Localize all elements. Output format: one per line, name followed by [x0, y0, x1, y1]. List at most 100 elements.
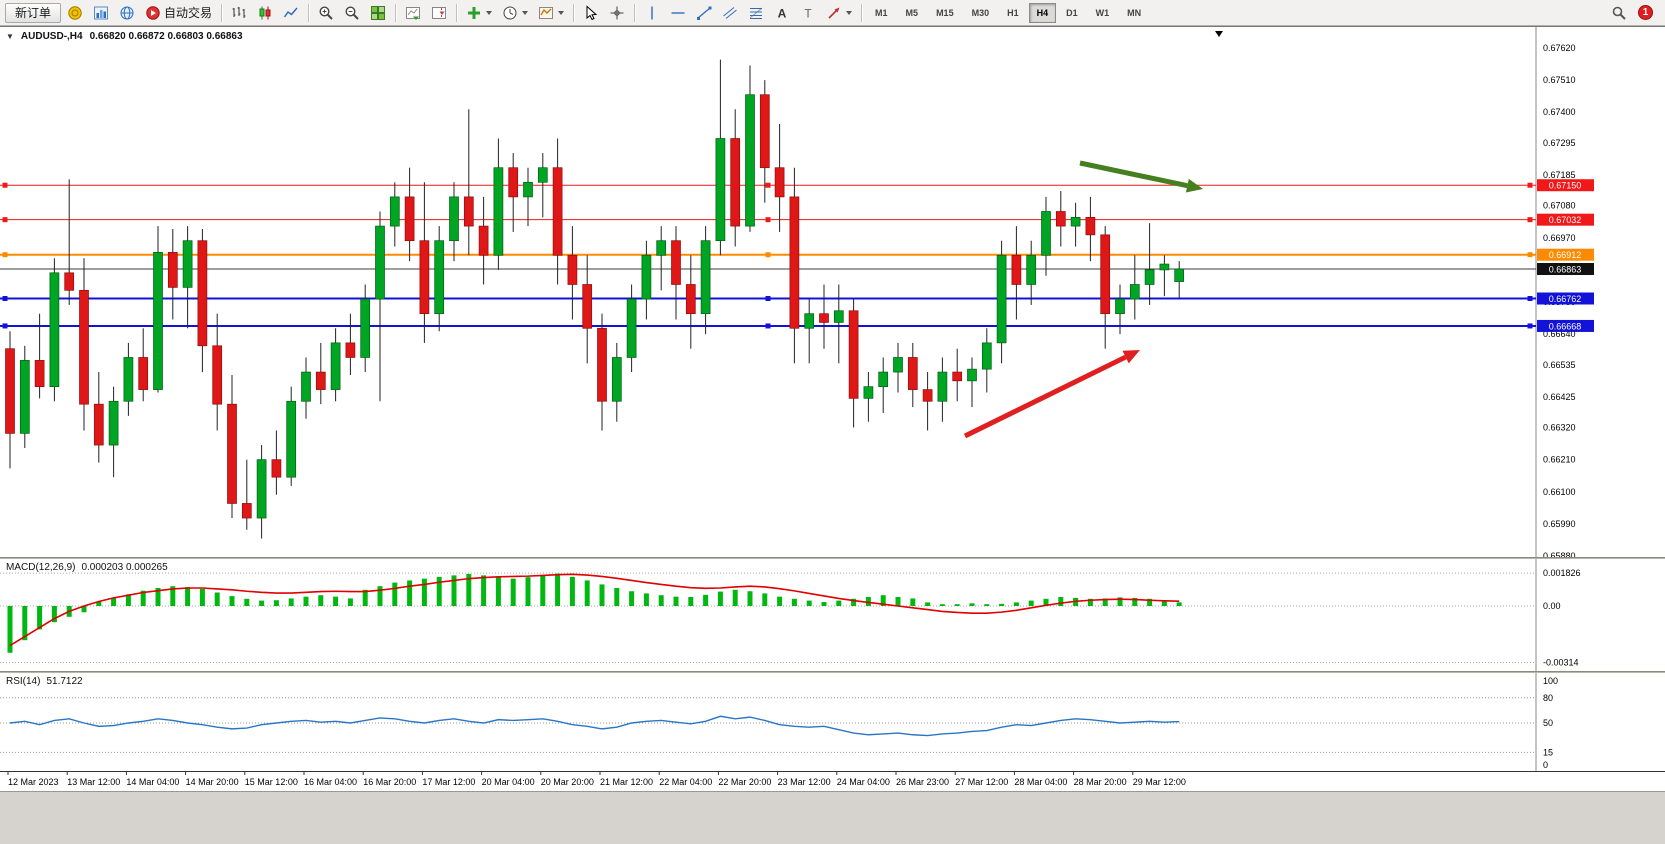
price-chart[interactable]: 0.67620 0.67510 0.67400 0.67295 0.67185 0.670…: [0, 27, 1665, 557]
tf-w1[interactable]: W1: [1095, 7, 1110, 18]
svg-text:0.001826: 0.001826: [1543, 568, 1581, 578]
fibonacci-button[interactable]: [744, 3, 768, 23]
svg-text:16 Mar 04:00: 16 Mar 04:00: [304, 777, 357, 787]
dropdown-caret-icon[interactable]: [486, 10, 493, 15]
panel-splitter[interactable]: [0, 671, 1665, 673]
autotrading-icon: [145, 5, 161, 21]
dropdown-caret-icon[interactable]: [846, 10, 853, 15]
main-toolbar: 新订单 自动交易 A T M1 M5 M15 M30 H1 H4 D1 W1 MN 1: [0, 0, 1665, 26]
svg-text:80: 80: [1543, 693, 1553, 703]
svg-text:24 Mar 04:00: 24 Mar 04:00: [837, 777, 890, 787]
svg-text:0.66762: 0.66762: [1549, 294, 1582, 304]
svg-text:21 Mar 12:00: 21 Mar 12:00: [600, 777, 653, 787]
tf-d1[interactable]: D1: [1066, 7, 1078, 18]
svg-text:0.66535: 0.66535: [1543, 360, 1576, 370]
chart-shift-button[interactable]: [427, 3, 451, 23]
autotrading-button[interactable]: 自动交易: [141, 3, 216, 23]
tile-windows-button[interactable]: [366, 3, 390, 23]
svg-text:15: 15: [1543, 747, 1553, 757]
dropdown-caret-icon[interactable]: [558, 10, 565, 15]
svg-text:0.65990: 0.65990: [1543, 519, 1576, 529]
svg-text:14 Mar 04:00: 14 Mar 04:00: [126, 777, 179, 787]
time-axis[interactable]: 12 Mar 2023 13 Mar 12:00 14 Mar 04:00 14 Ma…: [0, 771, 1665, 791]
zoom-out-button[interactable]: [340, 3, 364, 23]
label-icon: T: [800, 5, 816, 21]
svg-text:0.66970: 0.66970: [1543, 233, 1576, 243]
trendline-icon: [696, 5, 712, 21]
notifications-badge[interactable]: 1: [1638, 5, 1653, 20]
new-order-button[interactable]: 新订单: [5, 2, 62, 23]
macd-chart[interactable]: 0.001826 0.00 -0.00314: [0, 559, 1665, 671]
search-button[interactable]: [1607, 3, 1631, 23]
cursor-button[interactable]: [579, 3, 603, 23]
svg-text:13 Mar 12:00: 13 Mar 12:00: [67, 777, 120, 787]
svg-text:12 Mar 2023: 12 Mar 2023: [8, 777, 59, 787]
tf-m30[interactable]: M30: [971, 7, 990, 18]
tf-m15[interactable]: M15: [936, 7, 954, 18]
tf-m5[interactable]: M5: [905, 7, 919, 18]
label-button[interactable]: T: [796, 3, 820, 23]
svg-text:0.66912: 0.66912: [1549, 250, 1582, 260]
text-icon: A: [774, 5, 790, 21]
price-panel: 0.67620 0.67510 0.67400 0.67295 0.67185 0.670…: [0, 27, 1665, 557]
chart-shift-icon: [431, 5, 447, 21]
macd-panel: 0.001826 0.00 -0.00314 MACD(12,26,9) 0.000…: [0, 559, 1665, 671]
indicators-button[interactable]: [462, 3, 496, 23]
coins-button[interactable]: [63, 3, 87, 23]
arrows-button[interactable]: [822, 3, 856, 23]
tile-windows-icon: [370, 5, 386, 21]
svg-text:23 Mar 12:00: 23 Mar 12:00: [778, 777, 831, 787]
channel-icon: [722, 5, 738, 21]
svg-text:15 Mar 12:00: 15 Mar 12:00: [245, 777, 298, 787]
zoom-in-button[interactable]: [314, 3, 338, 23]
svg-text:0.67080: 0.67080: [1543, 201, 1576, 211]
svg-text:0.66320: 0.66320: [1543, 423, 1576, 433]
crosshair-icon: [609, 5, 625, 21]
bar-chart-icon: [231, 5, 247, 21]
tf-h4[interactable]: H4: [1028, 2, 1057, 23]
candlestick-chart-button[interactable]: [253, 3, 277, 23]
svg-text:29 Mar 12:00: 29 Mar 12:00: [1133, 777, 1186, 787]
time-axis-panel: 12 Mar 2023 13 Mar 12:00 14 Mar 04:00 14 Ma…: [0, 771, 1665, 791]
templates-button[interactable]: [534, 3, 568, 23]
toolbar-right: 1: [1606, 3, 1661, 23]
cursor-icon: [583, 4, 599, 21]
coins-icon: [67, 5, 83, 21]
svg-text:-0.00314: -0.00314: [1543, 658, 1579, 668]
periods-button[interactable]: [498, 3, 532, 23]
tf-mn[interactable]: MN: [1127, 7, 1142, 18]
tf-m1[interactable]: M1: [875, 7, 888, 18]
svg-text:26 Mar 23:00: 26 Mar 23:00: [896, 777, 949, 787]
tf-h1[interactable]: H1: [1007, 7, 1019, 18]
text-button[interactable]: A: [770, 3, 794, 23]
chart-shift-marker-icon[interactable]: [1215, 31, 1223, 37]
channel-button[interactable]: [718, 3, 742, 23]
zoom-in-icon: [318, 5, 334, 21]
toolbar-groups: 新订单 自动交易 A T M1 M5 M15 M30 H1 H4 D1 W1 MN: [4, 2, 1150, 23]
svg-text:0.66210: 0.66210: [1543, 455, 1576, 465]
line-chart-button[interactable]: [279, 3, 303, 23]
toolbar-separator: [221, 3, 223, 22]
svg-text:16 Mar 20:00: 16 Mar 20:00: [363, 777, 416, 787]
svg-text:0.66863: 0.66863: [1549, 265, 1582, 275]
community-button[interactable]: [115, 3, 139, 23]
line-chart-icon: [283, 5, 299, 21]
horizontal-line-button[interactable]: [666, 3, 690, 23]
svg-text:0.66640: 0.66640: [1543, 329, 1576, 339]
stats-icon: [93, 5, 109, 21]
panel-splitter[interactable]: [0, 557, 1665, 559]
toolbar-separator: [634, 3, 636, 22]
crosshair-button[interactable]: [605, 3, 629, 23]
dropdown-caret-icon[interactable]: [522, 10, 529, 15]
fibonacci-icon: [748, 5, 764, 21]
zoom-out-icon: [344, 5, 360, 21]
stats-button[interactable]: [89, 3, 113, 23]
bar-chart-button[interactable]: [227, 3, 251, 23]
auto-scroll-button[interactable]: [401, 3, 425, 23]
trendline-button[interactable]: [692, 3, 716, 23]
vertical-line-button[interactable]: [640, 3, 664, 23]
svg-text:14 Mar 20:00: 14 Mar 20:00: [186, 777, 239, 787]
rsi-chart[interactable]: 100 80 50 15 0: [0, 673, 1665, 771]
svg-text:0.66100: 0.66100: [1543, 487, 1576, 497]
indicators-icon: [466, 5, 482, 21]
